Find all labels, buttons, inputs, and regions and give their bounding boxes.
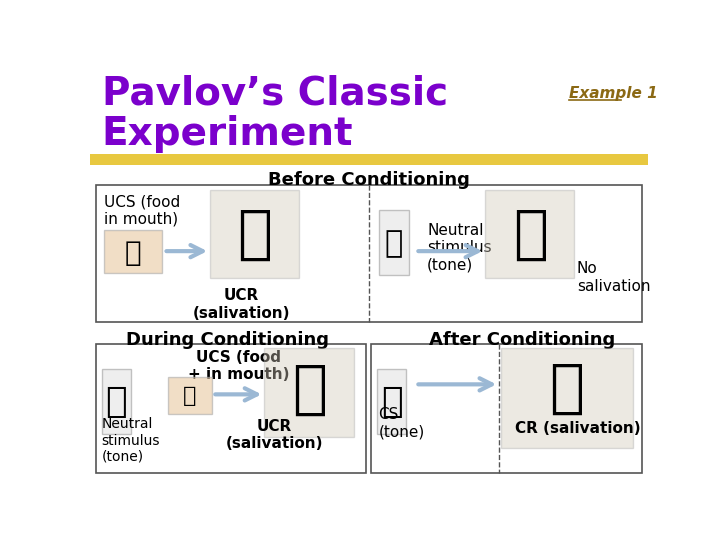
Text: 🍖: 🍖 bbox=[125, 239, 141, 267]
Text: Before Conditioning: Before Conditioning bbox=[268, 171, 470, 189]
Text: UCR
(salivation): UCR (salivation) bbox=[192, 288, 290, 321]
Text: 🔱: 🔱 bbox=[381, 385, 402, 419]
Text: 🐕: 🐕 bbox=[238, 206, 273, 262]
Text: Example 1: Example 1 bbox=[569, 86, 657, 102]
Text: 🐕: 🐕 bbox=[513, 206, 548, 262]
Text: During Conditioning: During Conditioning bbox=[127, 331, 330, 349]
Bar bbox=[104, 231, 162, 273]
Bar bbox=[264, 348, 354, 437]
Text: 🐕: 🐕 bbox=[292, 361, 327, 419]
Bar bbox=[90, 154, 648, 165]
Bar bbox=[485, 190, 575, 278]
Text: CR (salivation): CR (salivation) bbox=[515, 421, 640, 436]
Text: After Conditioning: After Conditioning bbox=[429, 331, 616, 349]
Text: UCR
(salivation): UCR (salivation) bbox=[225, 419, 323, 451]
FancyArrowPatch shape bbox=[166, 245, 203, 257]
Bar bbox=[102, 369, 131, 434]
Bar bbox=[379, 210, 408, 275]
Bar bbox=[96, 343, 366, 473]
Bar bbox=[500, 348, 632, 448]
Text: Neutral
stimulus
(tone): Neutral stimulus (tone) bbox=[427, 222, 492, 273]
Text: No
salivation: No salivation bbox=[577, 261, 650, 294]
Text: Neutral
stimulus
(tone): Neutral stimulus (tone) bbox=[102, 417, 160, 464]
FancyArrowPatch shape bbox=[215, 388, 257, 401]
Bar bbox=[377, 369, 406, 434]
Text: UCS (food
+ in mouth): UCS (food + in mouth) bbox=[188, 350, 289, 382]
Text: CS
(tone): CS (tone) bbox=[378, 408, 425, 440]
Bar bbox=[96, 185, 642, 322]
Bar bbox=[371, 343, 642, 473]
Text: 🍖: 🍖 bbox=[184, 386, 197, 406]
Text: 🔱: 🔱 bbox=[384, 229, 403, 258]
FancyArrowPatch shape bbox=[418, 245, 478, 257]
Bar bbox=[210, 190, 300, 278]
Bar bbox=[168, 377, 212, 414]
Text: UCS (food
in mouth): UCS (food in mouth) bbox=[104, 194, 180, 227]
Text: Pavlov’s Classic
Experiment: Pavlov’s Classic Experiment bbox=[102, 74, 448, 153]
Text: 🐕: 🐕 bbox=[549, 360, 584, 417]
Text: 🔱: 🔱 bbox=[106, 385, 127, 419]
FancyArrowPatch shape bbox=[418, 378, 492, 390]
